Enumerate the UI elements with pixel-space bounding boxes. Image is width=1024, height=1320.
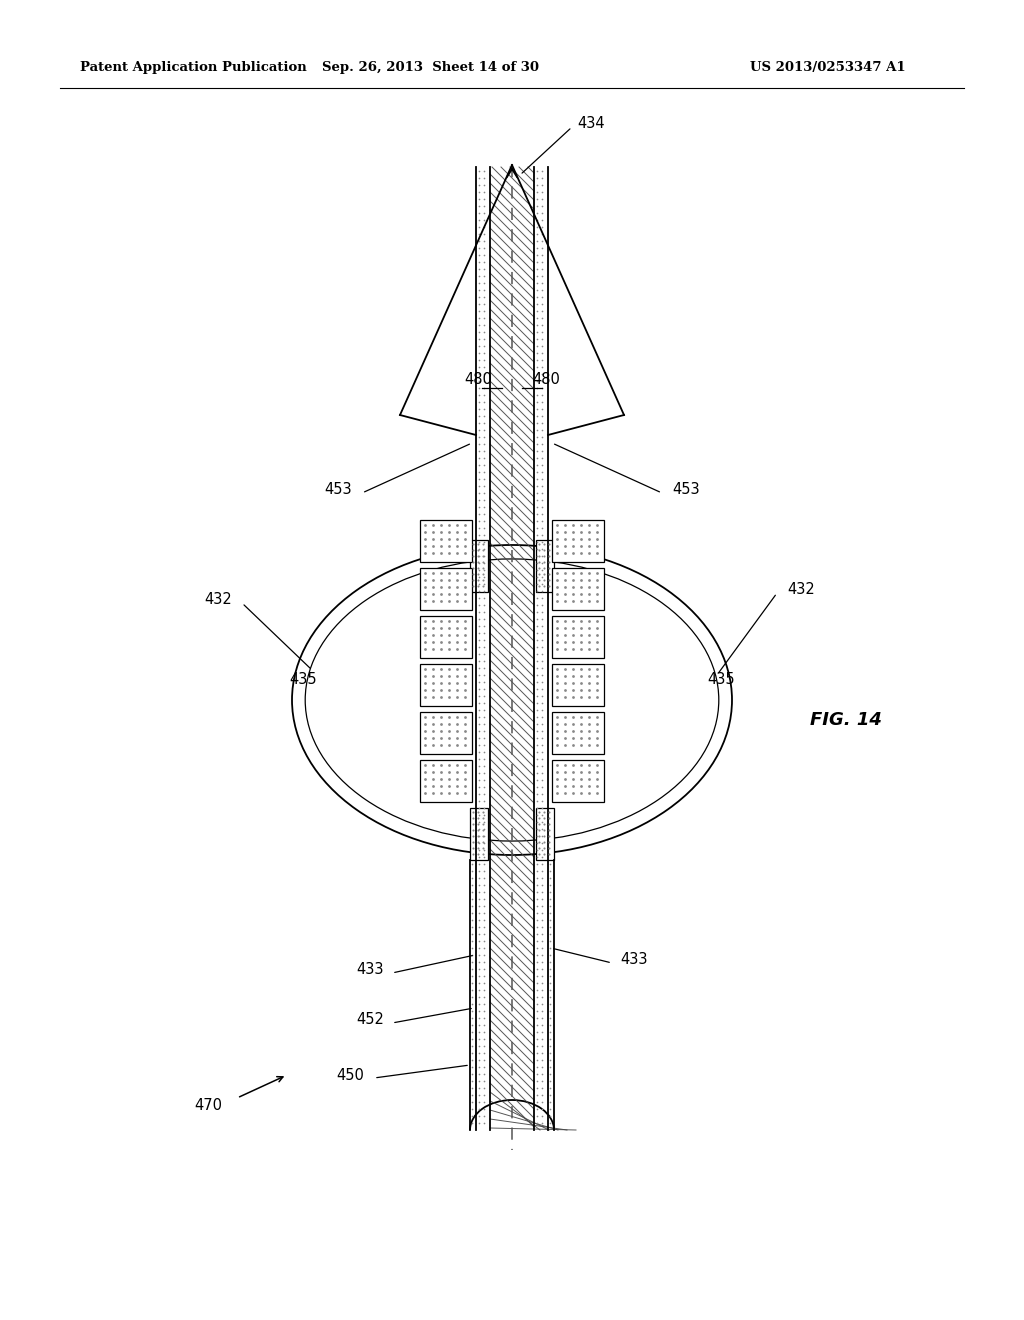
Bar <box>536 540 554 591</box>
Bar <box>552 568 604 610</box>
Bar <box>420 711 472 754</box>
Text: 432: 432 <box>204 593 232 607</box>
Bar <box>552 664 604 706</box>
Bar <box>552 616 604 657</box>
Bar <box>470 540 488 591</box>
Bar <box>420 664 472 706</box>
Text: 452: 452 <box>356 1012 384 1027</box>
Bar <box>420 520 472 562</box>
Bar <box>470 808 488 861</box>
Bar <box>476 168 490 1130</box>
Bar <box>420 568 472 610</box>
Bar <box>420 616 472 657</box>
Bar <box>552 520 604 562</box>
Text: 453: 453 <box>325 483 352 498</box>
Bar <box>490 168 534 1130</box>
Bar <box>536 808 554 861</box>
Text: 432: 432 <box>787 582 815 598</box>
Text: 435: 435 <box>707 672 734 688</box>
Text: 470: 470 <box>194 1097 222 1113</box>
Text: Sep. 26, 2013  Sheet 14 of 30: Sep. 26, 2013 Sheet 14 of 30 <box>322 62 539 74</box>
Text: 433: 433 <box>620 953 647 968</box>
Text: 450: 450 <box>336 1068 364 1082</box>
Text: FIG. 14: FIG. 14 <box>810 711 882 729</box>
Bar <box>420 760 472 803</box>
Text: 434: 434 <box>577 116 604 131</box>
Bar <box>552 760 604 803</box>
Text: US 2013/0253347 A1: US 2013/0253347 A1 <box>750 62 905 74</box>
Bar <box>534 168 548 1130</box>
Text: Patent Application Publication: Patent Application Publication <box>80 62 307 74</box>
Text: 435: 435 <box>290 672 317 688</box>
Text: 433: 433 <box>356 962 384 978</box>
Text: 453: 453 <box>672 483 699 498</box>
Text: 480: 480 <box>532 372 560 388</box>
Bar <box>552 711 604 754</box>
Text: 480: 480 <box>464 372 492 388</box>
